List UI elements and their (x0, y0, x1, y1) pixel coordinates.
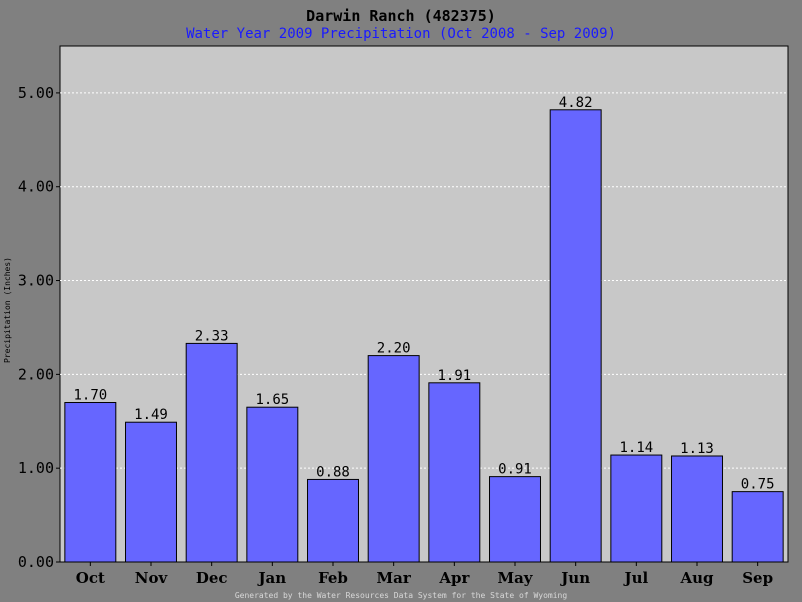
y-tick-label: 5.00 (18, 84, 54, 102)
bar-apr (428, 382, 481, 563)
data-label-may: 0.91 (498, 462, 532, 478)
data-label-dec: 2.33 (195, 328, 229, 344)
plot-area (59, 45, 789, 563)
y-axis: 0.00 1.00 2.00 3.00 4.00 5.00 (18, 84, 60, 571)
x-tick-label: Nov (135, 569, 169, 587)
data-label-sep: 0.75 (741, 477, 775, 493)
y-tick-label: 2.00 (18, 365, 54, 383)
footer-note: Generated by the Water Resources Data Sy… (235, 591, 568, 600)
gridlines (60, 92, 788, 469)
x-tick-label: Mar (377, 569, 412, 587)
bar-jun (549, 109, 602, 563)
bars: 1.70 1.49 2.33 1.65 0.88 2.20 1.91 0.91 4.82 1.14… (64, 95, 784, 563)
bar-aug (671, 455, 723, 563)
data-label-jul: 1.14 (619, 440, 653, 456)
bar-jul (610, 454, 663, 563)
data-label-nov: 1.49 (134, 407, 168, 423)
x-tick-label: Oct (76, 569, 105, 587)
y-tick-label: 3.00 (18, 272, 54, 290)
bar-nov (125, 421, 177, 563)
x-tick-label: Sep (742, 569, 773, 587)
y-tick-label: 0.00 (18, 553, 54, 571)
x-tick-label: Aug (679, 569, 714, 587)
x-tick-label: Dec (196, 569, 228, 587)
x-axis: Oct Nov Dec Jan Feb Mar Apr May Jun Jul Aug Sep (76, 562, 773, 587)
x-tick-label: Jul (622, 569, 648, 587)
bar-may (489, 476, 541, 563)
bar-dec (185, 342, 238, 563)
x-tick-label: Jan (256, 569, 286, 587)
chart-subtitle: Water Year 2009 Precipitation (Oct 2008 … (186, 26, 616, 42)
x-tick-label: Apr (438, 569, 470, 587)
y-tick-label: 1.00 (18, 459, 54, 477)
x-tick-label: May (497, 569, 533, 587)
bar-oct (64, 402, 117, 563)
data-label-aug: 1.13 (680, 441, 714, 457)
bar-sep (731, 491, 784, 563)
bar-jan (246, 406, 299, 563)
bar-mar (367, 355, 420, 563)
y-axis-label: Precipitation (Inches) (3, 257, 12, 363)
x-tick-label: Jun (559, 569, 590, 587)
y-tick-label: 4.00 (18, 178, 54, 196)
data-label-feb: 0.88 (316, 464, 350, 480)
data-label-apr: 1.91 (437, 368, 471, 384)
x-tick-label: Feb (318, 569, 348, 587)
data-label-jan: 1.65 (255, 392, 289, 408)
chart-title: Darwin Ranch (482375) (306, 7, 496, 25)
data-label-oct: 1.70 (73, 388, 107, 404)
data-label-mar: 2.20 (377, 341, 411, 357)
bar-feb (307, 478, 359, 563)
data-label-jun: 4.82 (559, 95, 593, 111)
